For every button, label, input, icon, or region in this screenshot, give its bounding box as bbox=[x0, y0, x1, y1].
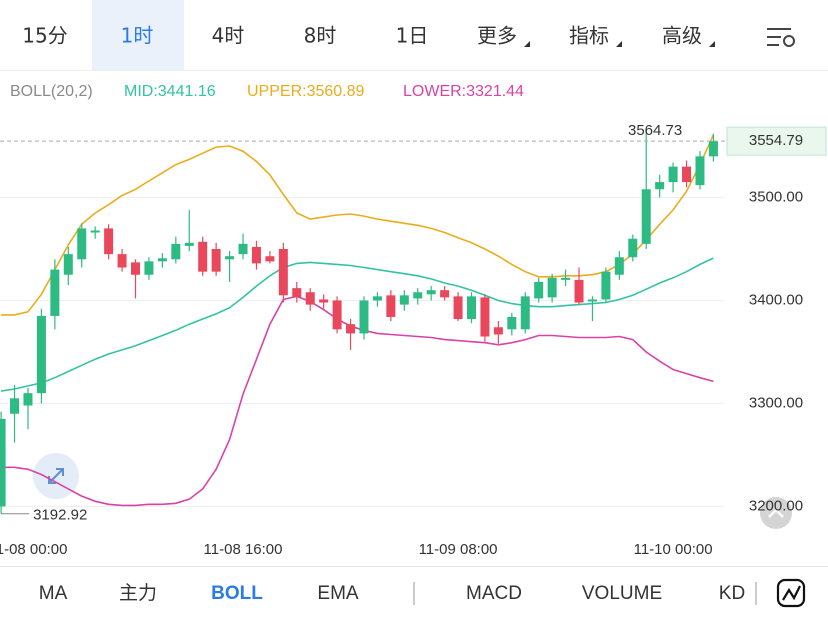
candle-body bbox=[440, 290, 450, 298]
candle-body bbox=[655, 182, 665, 190]
dropdown-arrow bbox=[616, 41, 622, 47]
last-price-box bbox=[726, 126, 827, 156]
legend-entry: MID:3441.16 bbox=[124, 83, 216, 100]
indicator-tab[interactable]: EMA bbox=[317, 583, 359, 604]
candle-body bbox=[520, 296, 530, 330]
dropdown-arrow bbox=[709, 41, 715, 47]
time-tab[interactable]: 指标 bbox=[569, 24, 609, 48]
candle-body bbox=[453, 296, 463, 320]
candle-body bbox=[225, 256, 235, 260]
candle-body bbox=[467, 296, 476, 320]
candle-body bbox=[574, 279, 584, 303]
candle-body bbox=[77, 228, 87, 260]
candle-body bbox=[614, 257, 624, 275]
candle-body bbox=[426, 290, 436, 295]
candle-body bbox=[708, 141, 718, 157]
candle-body bbox=[117, 254, 127, 268]
candle-body bbox=[641, 189, 651, 244]
candle-body bbox=[10, 398, 20, 414]
candle-body bbox=[184, 242, 194, 246]
indicator-tab[interactable]: VOLUME bbox=[582, 583, 662, 604]
x-tick-label: 11-10 00:00 bbox=[634, 541, 713, 558]
candle-body bbox=[682, 166, 692, 183]
time-tab[interactable]: 15分 bbox=[22, 24, 67, 48]
settings-icon[interactable] bbox=[767, 28, 795, 47]
y-tick-label: 3500.00 bbox=[749, 188, 803, 205]
x-tick-label: 11-08 00:00 bbox=[0, 541, 67, 558]
candle-body bbox=[0, 418, 6, 507]
candle-body bbox=[171, 243, 181, 260]
candle-body bbox=[90, 230, 100, 233]
y-tick-label: 3300.00 bbox=[749, 394, 803, 411]
indicator-name: BOLL(20,2) bbox=[10, 83, 93, 100]
dropdown-arrow bbox=[524, 41, 530, 47]
indicator-tab[interactable]: BOLL bbox=[211, 583, 263, 604]
candle-body bbox=[23, 393, 33, 406]
x-tick-label: 11-09 08:00 bbox=[419, 541, 498, 558]
time-tab[interactable]: 高级 bbox=[662, 24, 702, 48]
candle-body bbox=[265, 256, 275, 262]
candle-body bbox=[104, 228, 114, 255]
y-tick-label: 3200.00 bbox=[749, 497, 803, 514]
candle-body bbox=[319, 299, 329, 303]
time-tab[interactable]: 1时 bbox=[121, 24, 154, 48]
candle-body bbox=[157, 258, 167, 262]
candle-body bbox=[238, 243, 248, 255]
candle-body bbox=[251, 246, 261, 264]
scroll-button[interactable] bbox=[760, 497, 792, 529]
plot bbox=[0, 130, 718, 514]
y-tick-label: 3400.00 bbox=[749, 291, 803, 308]
draw-tool-icon[interactable] bbox=[776, 578, 806, 608]
candle-body bbox=[668, 166, 678, 183]
candle-body bbox=[346, 324, 356, 334]
candle-body bbox=[198, 241, 208, 272]
band-line bbox=[1, 134, 715, 316]
last-price-label: 3554.79 bbox=[749, 132, 803, 149]
candle-body bbox=[628, 238, 638, 258]
max-label: 3564.73 bbox=[628, 122, 682, 139]
candle-body bbox=[587, 299, 597, 302]
candle-body bbox=[372, 296, 382, 301]
time-tab[interactable]: 8时 bbox=[304, 24, 337, 48]
candle-body bbox=[601, 271, 611, 300]
min-label: 3192.92 bbox=[33, 507, 87, 524]
indicator-tab[interactable]: MACD bbox=[466, 583, 522, 604]
candle-body bbox=[211, 249, 221, 272]
candle-body bbox=[561, 277, 571, 280]
candle-body bbox=[63, 254, 73, 275]
candle-body bbox=[493, 327, 503, 335]
candle-body bbox=[278, 249, 288, 296]
candle-body bbox=[547, 277, 557, 298]
candle-body bbox=[50, 269, 60, 316]
candle-body bbox=[131, 262, 140, 275]
candle-body bbox=[480, 297, 490, 337]
band-line bbox=[0, 257, 714, 392]
band-line bbox=[1, 295, 714, 507]
candle-body bbox=[507, 316, 517, 330]
expand-button[interactable] bbox=[33, 453, 79, 499]
time-tab[interactable]: 1日 bbox=[396, 24, 429, 48]
candle-body bbox=[144, 261, 154, 275]
candle-body bbox=[695, 156, 705, 186]
candle-body bbox=[36, 315, 46, 394]
candle-body bbox=[292, 288, 302, 298]
legend-entry: UPPER:3560.89 bbox=[247, 83, 365, 100]
time-tab[interactable]: 4时 bbox=[212, 24, 245, 48]
candle-body bbox=[332, 300, 342, 330]
legend-entry: LOWER:3321.44 bbox=[403, 83, 524, 100]
candle-body bbox=[305, 292, 315, 305]
indicator-tab[interactable]: KD bbox=[719, 583, 745, 604]
indicator-tab[interactable]: MA bbox=[39, 583, 68, 604]
candle-body bbox=[359, 300, 369, 334]
candle-body bbox=[399, 295, 409, 305]
x-tick-label: 11-08 16:00 bbox=[204, 541, 283, 558]
candle-body bbox=[386, 295, 396, 317]
candle-body bbox=[534, 281, 544, 299]
candle-body bbox=[413, 292, 423, 299]
indicator-tab[interactable]: 主力 bbox=[119, 582, 157, 604]
selected-tab-bg bbox=[92, 0, 184, 70]
time-tab[interactable]: 更多 bbox=[477, 24, 517, 48]
